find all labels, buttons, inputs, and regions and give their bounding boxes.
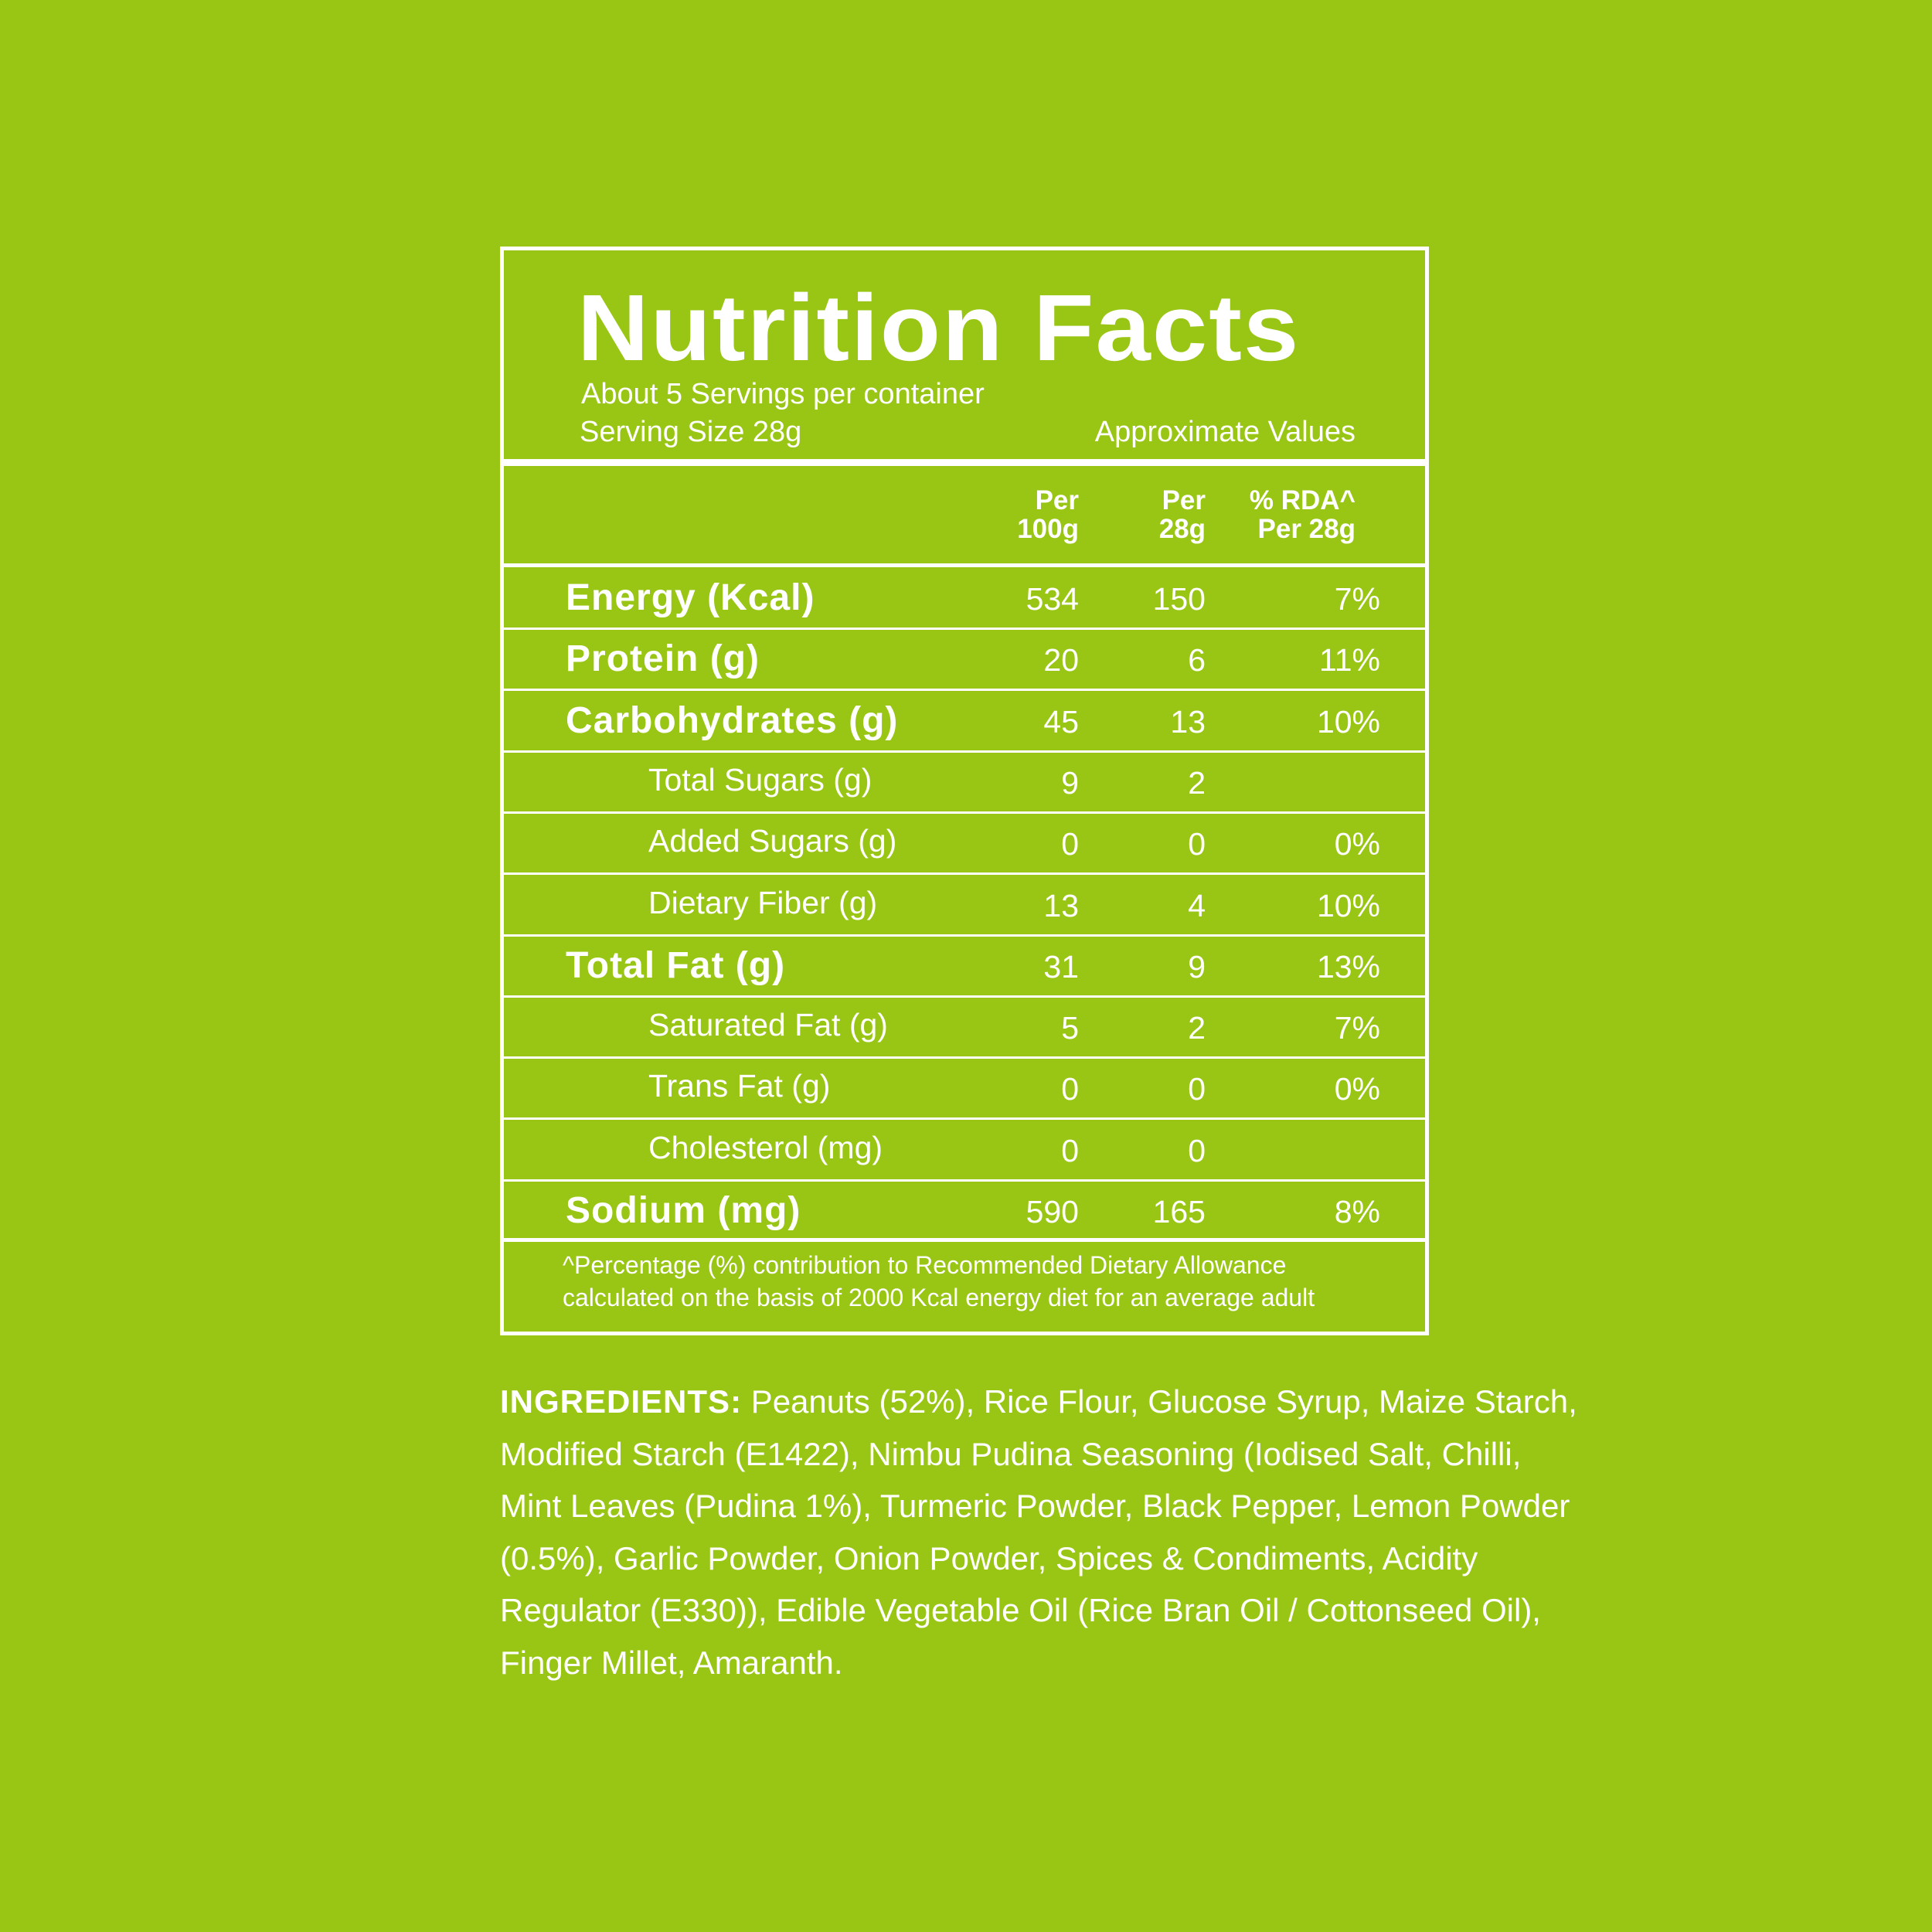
table-bottom-divider — [504, 1238, 1425, 1243]
row-divider — [504, 1117, 1425, 1121]
row-divider — [504, 1056, 1425, 1060]
value-rda: 11% — [1318, 642, 1380, 679]
table-row: Dietary Fiber (g) 13 4 10% — [504, 874, 1425, 937]
nutrient-label: Energy (Kcal) — [566, 577, 815, 618]
row-divider — [504, 1179, 1425, 1182]
table-row: Trans Fat (g) 0 0 0% — [504, 1057, 1425, 1121]
table-row: Protein (g) 20 6 11% — [504, 628, 1425, 692]
value-per-28g: 6 — [1188, 642, 1206, 679]
value-per-28g: 13 — [1170, 703, 1206, 740]
value-rda: 10% — [1316, 887, 1380, 923]
value-per-28g: 9 — [1188, 948, 1206, 985]
nutrient-label: Saturated Fat (g) — [648, 1007, 888, 1043]
panel-title: Nutrition Facts — [577, 275, 1301, 380]
value-per-100g: 45 — [1043, 703, 1079, 740]
nutrient-label: Carbohydrates (g) — [566, 699, 899, 741]
row-divider — [504, 689, 1425, 692]
nutrient-label: Added Sugars (g) — [648, 823, 897, 859]
table-row: Carbohydrates (g) 45 13 10% — [504, 690, 1425, 753]
row-divider — [504, 995, 1425, 998]
column-header-rda: % RDA^ Per 28g — [1250, 486, 1355, 543]
value-per-100g: 590 — [1026, 1194, 1079, 1230]
value-per-28g: 4 — [1188, 887, 1206, 923]
table-row: Total Sugars (g) 9 2 — [504, 751, 1425, 814]
value-per-28g: 150 — [1152, 581, 1206, 617]
value-per-100g: 9 — [1061, 764, 1079, 801]
table-row: Total Fat (g) 31 9 13% — [504, 935, 1425, 998]
column-header-per-28g: Per 28g — [1159, 486, 1206, 543]
approximate-values: Approximate Values — [1094, 416, 1355, 448]
col-line: Per — [1035, 485, 1079, 515]
column-header-divider — [504, 563, 1425, 567]
footnote-line: ^Percentage (%) contribution to Recommen… — [563, 1251, 1287, 1279]
col-line: Per 28g — [1257, 514, 1355, 544]
table-row: Added Sugars (g) 0 0 0% — [504, 812, 1425, 876]
col-line: 28g — [1158, 514, 1206, 544]
value-per-100g: 0 — [1061, 1132, 1079, 1168]
col-line: % RDA^ — [1249, 485, 1355, 515]
footnote: ^Percentage (%) contribution to Recommen… — [563, 1249, 1315, 1314]
value-rda: 8% — [1334, 1194, 1380, 1230]
value-rda: 13% — [1316, 948, 1380, 985]
value-per-100g: 5 — [1061, 1010, 1079, 1046]
value-rda: 7% — [1334, 1010, 1380, 1046]
table-row: Sodium (mg) 590 165 8% — [504, 1180, 1425, 1241]
nutrient-label: Dietary Fiber (g) — [648, 884, 878, 920]
value-per-28g: 0 — [1188, 1132, 1206, 1168]
value-per-100g: 0 — [1061, 826, 1079, 862]
value-rda: 10% — [1316, 703, 1380, 740]
ingredients-text: Peanuts (52%), Rice Flour, Glucose Syrup… — [500, 1383, 1577, 1681]
servings-per-container: About 5 Servings per container — [581, 378, 985, 410]
nutrient-label: Cholesterol (mg) — [648, 1129, 883, 1165]
value-per-28g: 2 — [1188, 1010, 1206, 1046]
value-rda: 0% — [1334, 1071, 1380, 1107]
nutrient-label: Total Sugars (g) — [648, 761, 872, 798]
value-per-100g: 13 — [1043, 887, 1079, 923]
value-per-100g: 31 — [1043, 948, 1079, 985]
table-row: Energy (Kcal) 534 150 7% — [504, 567, 1425, 630]
value-per-28g: 0 — [1188, 826, 1206, 862]
col-line: Per — [1162, 485, 1206, 515]
table-row: Cholesterol (mg) 0 0 — [504, 1119, 1425, 1182]
value-per-100g: 20 — [1043, 642, 1079, 679]
footnote-line: calculated on the basis of 2000 Kcal ene… — [563, 1284, 1315, 1311]
serving-size: Serving Size 28g — [580, 416, 802, 448]
value-per-28g: 165 — [1152, 1194, 1206, 1230]
nutrient-label: Total Fat (g) — [566, 944, 786, 986]
row-divider — [504, 811, 1425, 814]
nutrient-label: Protein (g) — [566, 638, 760, 680]
nutrition-facts-panel: Nutrition Facts About 5 Servings per con… — [500, 247, 1429, 1335]
value-per-28g: 0 — [1188, 1071, 1206, 1107]
ingredients: INGREDIENTS: Peanuts (52%), Rice Flour, … — [500, 1376, 1582, 1689]
row-divider — [504, 934, 1425, 937]
row-divider — [504, 750, 1425, 753]
nutrient-label: Trans Fat (g) — [648, 1068, 831, 1104]
ingredients-heading: INGREDIENTS: — [500, 1383, 743, 1420]
value-per-100g: 534 — [1026, 581, 1079, 617]
value-per-100g: 0 — [1061, 1071, 1079, 1107]
value-rda: 7% — [1334, 581, 1380, 617]
row-divider — [504, 628, 1425, 630]
nutrient-label: Sodium (mg) — [566, 1190, 801, 1231]
column-header-per-100g: Per 100g — [1017, 486, 1079, 543]
value-per-28g: 2 — [1188, 764, 1206, 801]
table-row: Saturated Fat (g) 5 2 7% — [504, 996, 1425, 1060]
value-rda: 0% — [1334, 826, 1380, 862]
row-divider — [504, 872, 1425, 876]
col-line: 100g — [1017, 514, 1079, 544]
header-divider — [504, 459, 1425, 466]
